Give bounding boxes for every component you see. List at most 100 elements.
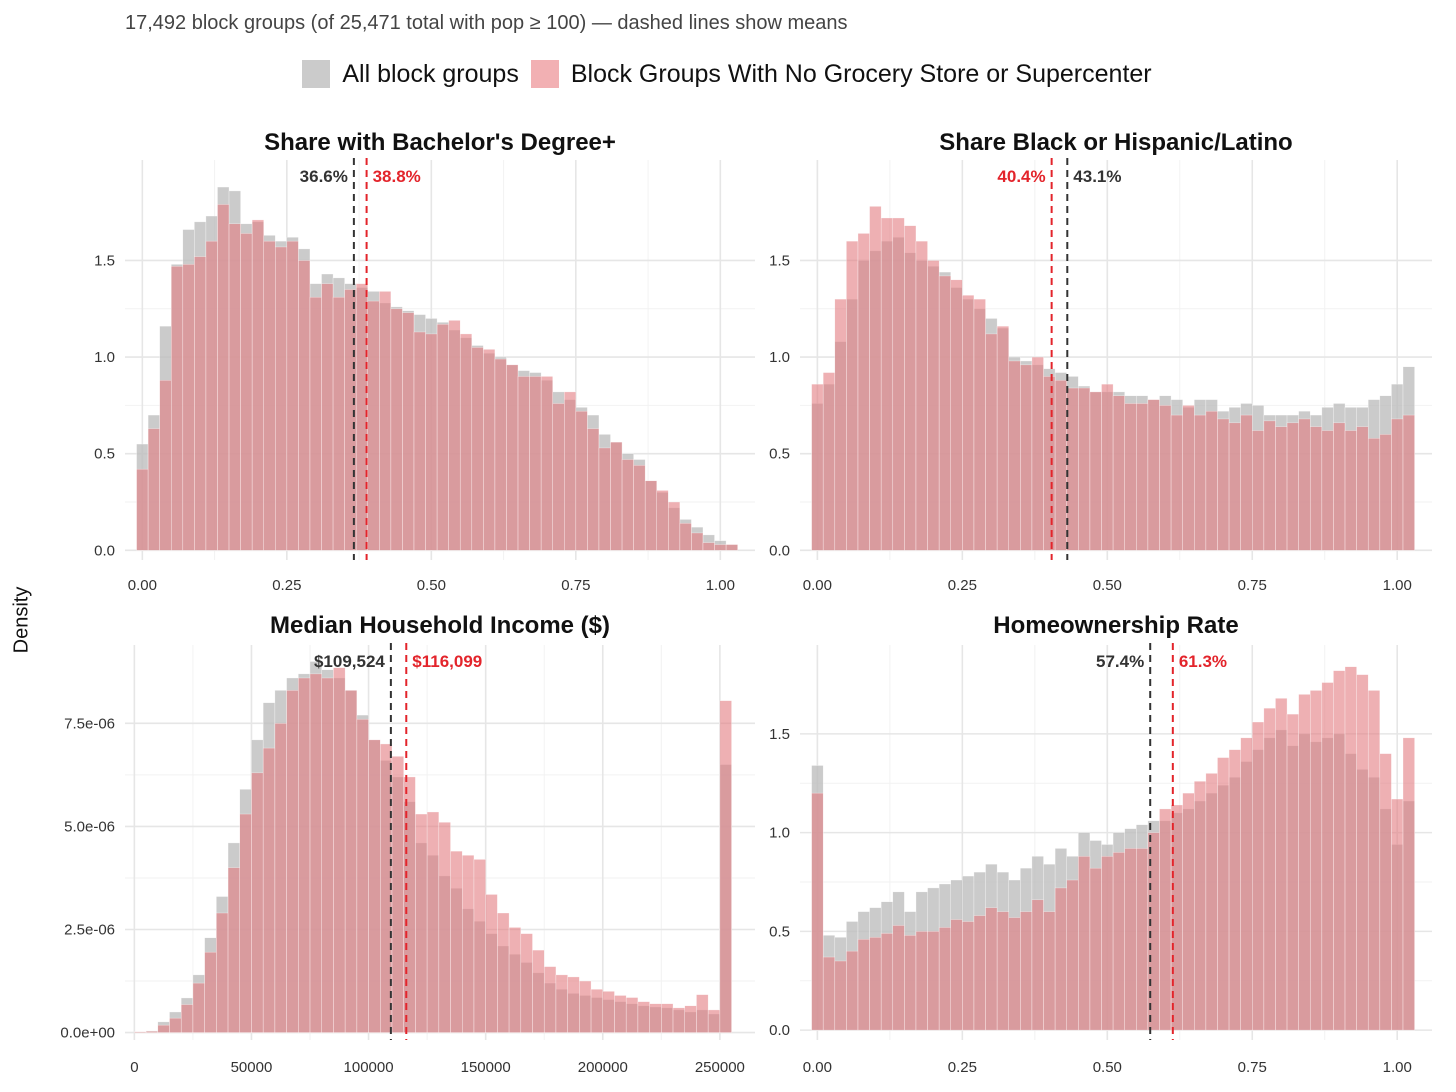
- bar-no-grocery: [904, 225, 917, 551]
- y-tick-label: 1.0: [769, 349, 790, 366]
- bar-no-grocery: [1170, 414, 1183, 551]
- bar-no-grocery: [846, 950, 859, 1031]
- x-tick-label: 50000: [231, 1059, 273, 1076]
- bar-no-grocery: [973, 915, 986, 1031]
- bar-no-grocery: [811, 383, 824, 551]
- bar-no-grocery: [1240, 414, 1253, 551]
- bar-no-grocery: [1124, 848, 1137, 1031]
- bar-no-grocery: [286, 240, 299, 551]
- bar-no-grocery: [661, 1003, 674, 1033]
- bar-no-grocery: [625, 997, 639, 1033]
- bar-no-grocery: [614, 995, 627, 1033]
- mean-label-all: $109,524: [314, 652, 385, 671]
- legend: All block groups Block Groups With No Gr…: [0, 56, 1456, 92]
- bar-no-grocery: [390, 308, 403, 551]
- bar-no-grocery: [1205, 410, 1218, 551]
- bar-no-grocery: [1367, 438, 1381, 551]
- bar-no-grocery: [1286, 422, 1299, 551]
- bar-no-grocery: [1275, 698, 1288, 1031]
- mean-label-all: 36.6%: [300, 167, 348, 186]
- bar-no-grocery: [1194, 414, 1207, 551]
- bar-no-grocery: [344, 690, 358, 1033]
- bar-no-grocery: [169, 1017, 182, 1033]
- x-tick-label: 0.25: [948, 577, 977, 594]
- bar-no-grocery: [438, 822, 451, 1033]
- bar-no-grocery: [413, 331, 426, 551]
- x-tick-label: 0.00: [128, 577, 157, 594]
- bar-no-grocery: [145, 1031, 159, 1033]
- mean-label-no-grocery: 38.8%: [373, 167, 421, 186]
- bar-no-grocery: [459, 333, 473, 551]
- bar-no-grocery: [532, 949, 545, 1033]
- bar-no-grocery: [1402, 414, 1415, 551]
- bar-no-grocery: [157, 1024, 170, 1033]
- bar-no-grocery: [1101, 383, 1114, 551]
- bar-no-grocery: [1344, 430, 1357, 551]
- bar-no-grocery: [696, 994, 709, 1033]
- bar-no-grocery: [904, 935, 917, 1031]
- bar-no-grocery: [822, 956, 836, 1031]
- bar-no-grocery: [471, 347, 484, 551]
- bar-no-grocery: [915, 240, 928, 551]
- x-tick-label: 1.00: [706, 577, 735, 594]
- y-tick-label: 0.0e+00: [60, 1025, 115, 1042]
- bar-no-grocery: [1194, 781, 1207, 1031]
- x-tick-label: 0.50: [1093, 1059, 1122, 1076]
- bar-no-grocery: [263, 240, 276, 551]
- panel-homeownership: 0.00 0.25 0.50 0.75 1.00 0.0 0.5 1.0 1.5 57.4% 61.…: [769, 612, 1432, 1076]
- bar-no-grocery: [892, 217, 905, 551]
- bar-no-grocery: [1159, 808, 1172, 1031]
- bar-no-grocery: [274, 723, 287, 1033]
- bar-no-grocery: [228, 223, 241, 551]
- bar-no-grocery: [1089, 867, 1102, 1031]
- bar-no-grocery: [1217, 418, 1230, 551]
- bar-no-grocery: [1020, 911, 1033, 1031]
- y-tick-label: 0.0: [769, 1022, 790, 1039]
- y-tick-label: 1.5: [94, 252, 115, 269]
- bar-no-grocery: [1263, 420, 1276, 551]
- bar-no-grocery: [719, 700, 732, 1033]
- bar-no-grocery: [298, 260, 311, 551]
- bar-no-grocery: [1367, 690, 1381, 1031]
- y-tick-label: 0.5: [94, 446, 115, 463]
- mean-label-all: 57.4%: [1096, 652, 1144, 671]
- x-tick-label: 0.75: [561, 577, 590, 594]
- bar-no-grocery: [707, 1009, 721, 1033]
- bar-no-grocery: [656, 490, 669, 551]
- bar-no-grocery: [448, 320, 461, 551]
- bar-no-grocery: [552, 403, 565, 551]
- bar-no-grocery: [1252, 430, 1265, 551]
- bar-no-grocery: [262, 747, 276, 1033]
- bar-no-grocery: [1089, 391, 1102, 551]
- bar-no-grocery: [170, 266, 184, 551]
- bar-no-grocery: [494, 358, 507, 551]
- bar-no-grocery: [567, 976, 580, 1033]
- x-tick-label: 0.25: [272, 577, 301, 594]
- y-tick-label: 0.5: [769, 923, 790, 940]
- bar-no-grocery: [1066, 387, 1079, 551]
- bar-no-grocery: [485, 894, 498, 1033]
- bar-no-grocery: [834, 298, 847, 551]
- bar-no-grocery: [483, 349, 496, 551]
- bar-no-grocery: [679, 523, 692, 551]
- bar-no-grocery: [637, 1001, 650, 1033]
- bar-no-grocery: [555, 974, 568, 1033]
- bar-no-grocery: [473, 859, 486, 1033]
- bar-no-grocery: [134, 1031, 147, 1033]
- bar-no-grocery: [520, 933, 533, 1033]
- bar-no-grocery: [367, 300, 380, 551]
- bar-no-grocery: [598, 447, 611, 551]
- bar-no-grocery: [1356, 674, 1369, 1031]
- bar-no-grocery: [356, 718, 369, 1033]
- bar-no-grocery: [205, 240, 218, 551]
- x-tick-label: 0.75: [1238, 1059, 1267, 1076]
- bar-no-grocery: [1240, 737, 1253, 1031]
- bar-no-grocery: [1159, 405, 1172, 551]
- bar-no-grocery: [1078, 856, 1091, 1031]
- bar-no-grocery: [402, 312, 415, 551]
- bar-no-grocery: [506, 364, 519, 551]
- bar-no-grocery: [309, 673, 322, 1033]
- bar-no-grocery: [1054, 887, 1067, 1031]
- x-tick-label: 250000: [695, 1059, 745, 1076]
- y-tick-label: 2.5e-06: [64, 921, 115, 938]
